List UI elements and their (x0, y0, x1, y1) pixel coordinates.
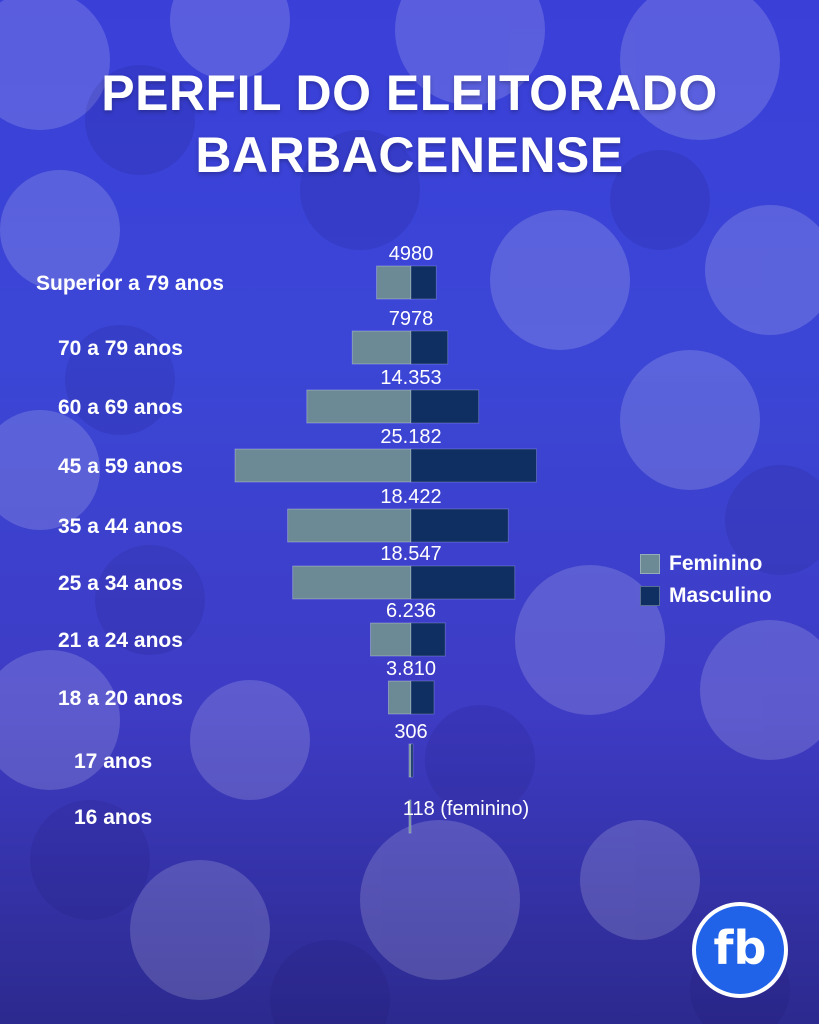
category-label: 35 a 44 anos (58, 515, 183, 538)
bar-masculino (410, 508, 509, 543)
bar-feminino (376, 265, 412, 300)
bar-feminino (287, 508, 412, 543)
bar-masculino (410, 743, 414, 778)
category-label: 18 a 20 anos (58, 687, 183, 710)
data-label-total: 6.236 (386, 600, 436, 622)
bar-feminino (408, 799, 412, 834)
fb-logo: fb (692, 902, 788, 998)
chart-legend: Feminino Masculino (640, 548, 772, 612)
bar-feminino (370, 622, 412, 657)
logo-text: fb (713, 921, 767, 975)
data-label-total: 118 (feminino) (403, 798, 529, 820)
data-label-total: 25.182 (380, 426, 441, 448)
data-label-total: 18.422 (380, 486, 441, 508)
category-label: 70 a 79 anos (58, 337, 183, 360)
bar-masculino (410, 448, 537, 483)
category-label: Superior a 79 anos (36, 272, 224, 295)
bar-masculino (410, 565, 516, 600)
bar-masculino (410, 330, 449, 365)
bar-masculino (410, 265, 437, 300)
category-label: 21 a 24 anos (58, 629, 183, 652)
page-title: PERFIL DO ELEITORADO BARBACENENSE (0, 62, 819, 186)
legend-item-feminino: Feminino (640, 548, 772, 580)
title-line-1: PERFIL DO ELEITORADO (101, 65, 718, 121)
legend-item-masculino: Masculino (640, 580, 772, 612)
legend-label-masculino: Masculino (669, 584, 772, 607)
legend-swatch-feminino (640, 554, 660, 574)
bar-masculino (410, 389, 480, 424)
category-label: 45 a 59 anos (58, 455, 183, 478)
data-label-total: 306 (394, 721, 427, 743)
bar-feminino (292, 565, 412, 600)
category-label: 17 anos (74, 750, 152, 773)
bar-masculino (410, 680, 435, 715)
bar-feminino (387, 680, 412, 715)
legend-label-feminino: Feminino (669, 552, 763, 575)
category-label: 16 anos (74, 806, 152, 829)
legend-swatch-masculino (640, 586, 660, 606)
data-label-total: 18.547 (380, 543, 441, 565)
title-line-2: BARBACENENSE (195, 127, 624, 183)
bar-masculino (410, 622, 446, 657)
data-label-total: 3.810 (386, 658, 436, 680)
category-label: 25 a 34 anos (58, 572, 183, 595)
data-label-total: 4980 (389, 243, 434, 265)
data-label-total: 7978 (389, 308, 434, 330)
bar-feminino (234, 448, 412, 483)
data-label-total: 14.353 (380, 367, 441, 389)
bar-feminino (351, 330, 412, 365)
bar-feminino (306, 389, 412, 424)
category-label: 60 a 69 anos (58, 396, 183, 419)
